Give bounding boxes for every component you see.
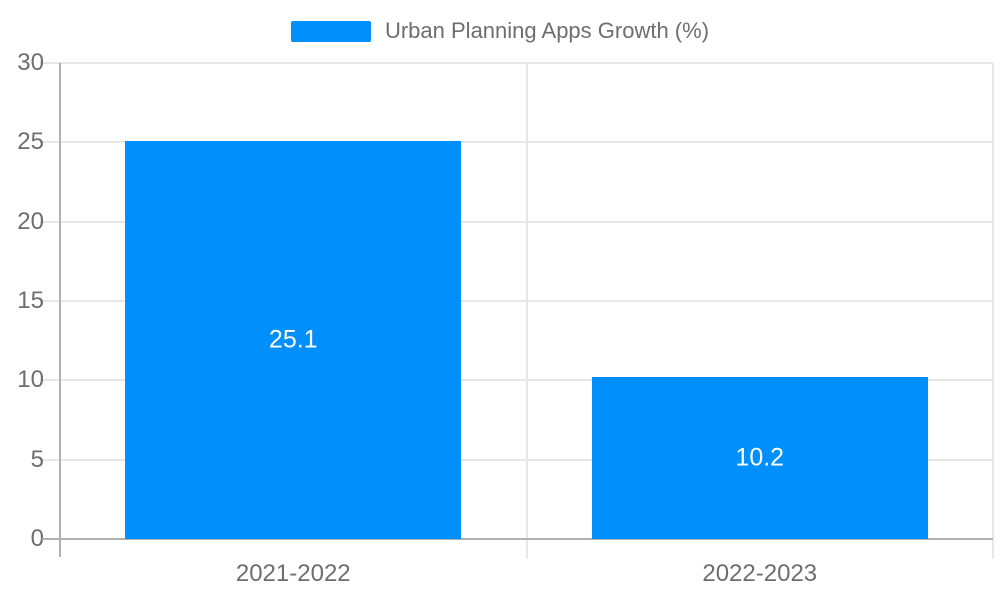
x-axis-line bbox=[42, 538, 993, 540]
y-axis-tick-label: 0 bbox=[30, 525, 44, 552]
y-axis-tick bbox=[40, 141, 60, 144]
chart-legend: Urban Planning Apps Growth (%) bbox=[0, 18, 1000, 44]
bar-2022-2023[interactable] bbox=[591, 377, 928, 539]
bar-2021-2022[interactable] bbox=[125, 140, 462, 539]
y-axis-tick-label: 25 bbox=[17, 128, 44, 156]
y-axis-tick-label: 10 bbox=[17, 366, 44, 394]
y-axis-tick bbox=[40, 379, 60, 382]
y-axis-tick-label: 15 bbox=[17, 287, 44, 314]
legend-item[interactable]: Urban Planning Apps Growth (%) bbox=[290, 18, 710, 44]
y-axis-tick bbox=[40, 300, 60, 302]
y-axis-line bbox=[59, 63, 61, 557]
y-axis-tick-label: 20 bbox=[17, 207, 44, 235]
bar-value-label: 10.2 bbox=[735, 443, 785, 472]
bar-value-label: 25.1 bbox=[268, 325, 318, 354]
x-axis-tick-label: 2022-2023 bbox=[702, 560, 818, 587]
legend-label: Urban Planning Apps Growth (%) bbox=[384, 18, 710, 43]
y-axis-tick bbox=[40, 62, 60, 64]
y-axis-tick bbox=[40, 458, 60, 461]
y-axis-tick bbox=[40, 220, 60, 223]
x-gridline bbox=[525, 63, 528, 559]
x-gridline bbox=[992, 63, 994, 559]
legend-swatch-icon bbox=[290, 20, 371, 42]
y-axis-tick-label: 30 bbox=[17, 49, 44, 76]
x-axis-tick-label: 2021-2022 bbox=[235, 560, 351, 587]
y-axis-tick-label: 5 bbox=[30, 445, 44, 473]
